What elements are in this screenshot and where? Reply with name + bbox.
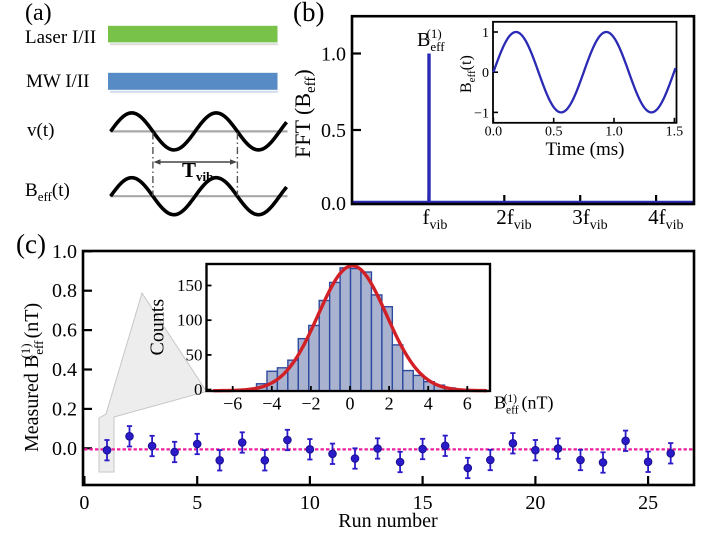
svg-text:Time (ms): Time (ms) bbox=[545, 139, 624, 160]
svg-text:4: 4 bbox=[424, 394, 433, 414]
svg-text:MW I/II: MW I/II bbox=[26, 71, 90, 92]
svg-text:Measured Beff(1) (nT): Measured Beff(1) (nT) bbox=[18, 303, 46, 452]
svg-text:0: 0 bbox=[194, 380, 203, 399]
svg-text:0.2: 0.2 bbox=[52, 398, 77, 420]
svg-text:150: 150 bbox=[177, 276, 203, 295]
svg-text:0: 0 bbox=[482, 66, 489, 81]
svg-text:(a): (a) bbox=[25, 0, 52, 26]
svg-text:1.0: 1.0 bbox=[52, 241, 77, 263]
svg-text:15: 15 bbox=[413, 492, 433, 514]
svg-text:10: 10 bbox=[300, 492, 320, 514]
svg-text:0.0: 0.0 bbox=[52, 438, 77, 460]
svg-text:100: 100 bbox=[177, 311, 203, 330]
svg-text:(b): (b) bbox=[293, 0, 324, 27]
svg-text:Beff(t): Beff(t) bbox=[25, 180, 70, 204]
svg-text:Counts: Counts bbox=[147, 299, 169, 356]
svg-text:0.0: 0.0 bbox=[485, 125, 503, 140]
svg-text:0: 0 bbox=[346, 394, 355, 414]
svg-text:Beff(1): Beff(1) bbox=[417, 26, 445, 54]
svg-text:1.5: 1.5 bbox=[666, 125, 684, 140]
svg-text:0.5: 0.5 bbox=[545, 125, 563, 140]
svg-text:−2: −2 bbox=[301, 394, 320, 414]
svg-text:1.0: 1.0 bbox=[605, 125, 623, 140]
svg-text:25: 25 bbox=[638, 492, 658, 514]
svg-text:0.8: 0.8 bbox=[52, 280, 77, 302]
svg-text:0.0: 0.0 bbox=[321, 193, 346, 215]
svg-text:−4: −4 bbox=[262, 394, 281, 414]
svg-text:50: 50 bbox=[186, 345, 203, 364]
svg-text:−6: −6 bbox=[223, 394, 242, 414]
svg-text:−1: −1 bbox=[474, 106, 489, 121]
svg-text:6: 6 bbox=[463, 394, 472, 414]
svg-text:(c): (c) bbox=[16, 229, 46, 259]
svg-text:v(t): v(t) bbox=[27, 120, 54, 141]
svg-text:2: 2 bbox=[385, 394, 394, 414]
svg-text:0.4: 0.4 bbox=[52, 359, 77, 381]
svg-text:0.6: 0.6 bbox=[52, 320, 77, 342]
svg-text:1.0: 1.0 bbox=[321, 44, 346, 66]
svg-text:20: 20 bbox=[525, 492, 545, 514]
svg-text:Beff(t): Beff(t) bbox=[458, 55, 478, 93]
svg-text:0.5: 0.5 bbox=[321, 120, 346, 142]
svg-text:Laser I/II: Laser I/II bbox=[25, 27, 96, 48]
svg-text:5: 5 bbox=[192, 492, 202, 514]
svg-text:1: 1 bbox=[482, 26, 489, 41]
svg-text:0: 0 bbox=[79, 492, 89, 514]
svg-text:Run number: Run number bbox=[338, 510, 438, 530]
